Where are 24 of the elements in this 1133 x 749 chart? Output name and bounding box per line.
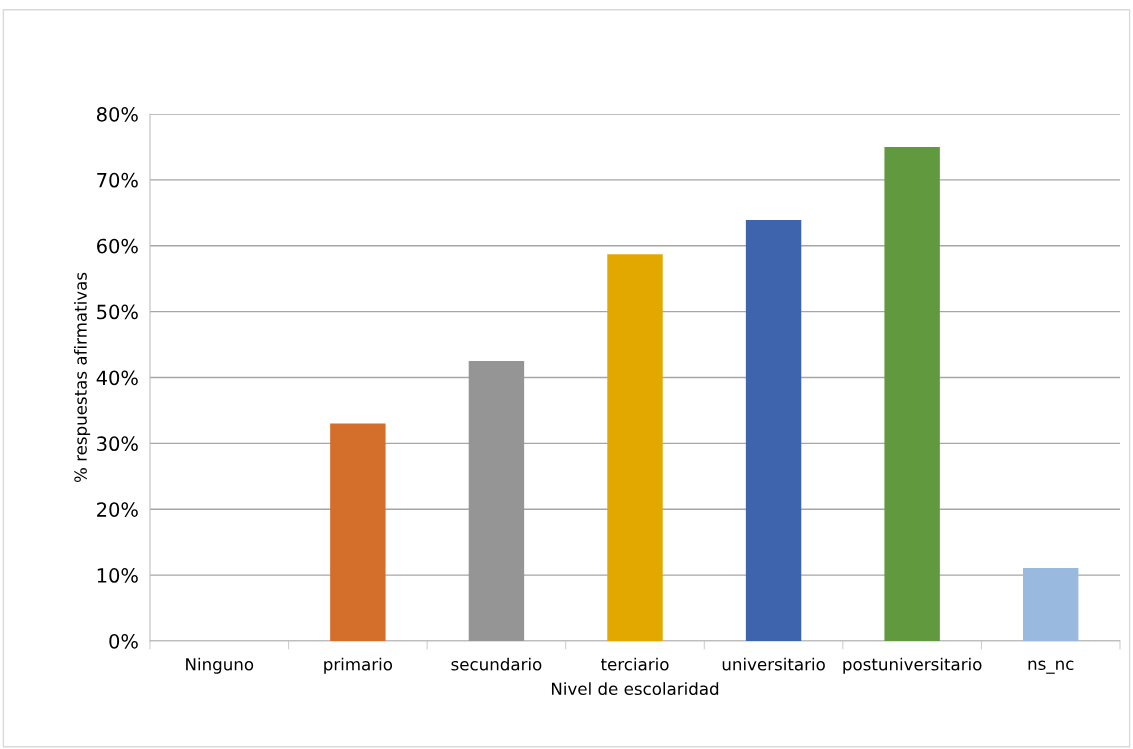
y-axis-title: % respuestas afirmativas bbox=[73, 272, 91, 483]
x-tick-label: universitario bbox=[722, 657, 825, 671]
x-tick-label: Ninguno bbox=[186, 657, 254, 674]
x-tick-label: terciario bbox=[600, 657, 669, 671]
y-tick-label: 50% bbox=[97, 304, 138, 320]
x-axis-title: Nivel de escolaridad bbox=[552, 682, 719, 696]
y-tick-label: 0% bbox=[109, 633, 138, 649]
y-tick-label: 30% bbox=[97, 436, 138, 452]
bar bbox=[607, 254, 663, 641]
bar bbox=[1023, 567, 1079, 641]
bar bbox=[468, 361, 525, 641]
bar bbox=[884, 146, 940, 641]
bar bbox=[745, 220, 802, 641]
y-tick-label: 60% bbox=[97, 238, 138, 254]
x-tick-label: primario bbox=[324, 657, 393, 674]
y-tick-label: 10% bbox=[97, 568, 138, 583]
x-tick-label: ns_nc bbox=[1028, 660, 1074, 674]
y-tick-label: 20% bbox=[97, 502, 138, 517]
x-tick-label: postuniversitario bbox=[843, 657, 982, 674]
y-tick-label: 80% bbox=[96, 106, 138, 122]
y-tick-label: 70% bbox=[97, 172, 138, 188]
x-tick-label: secundario bbox=[451, 657, 542, 671]
y-tick-label: 40% bbox=[96, 370, 138, 386]
bar bbox=[330, 423, 386, 641]
